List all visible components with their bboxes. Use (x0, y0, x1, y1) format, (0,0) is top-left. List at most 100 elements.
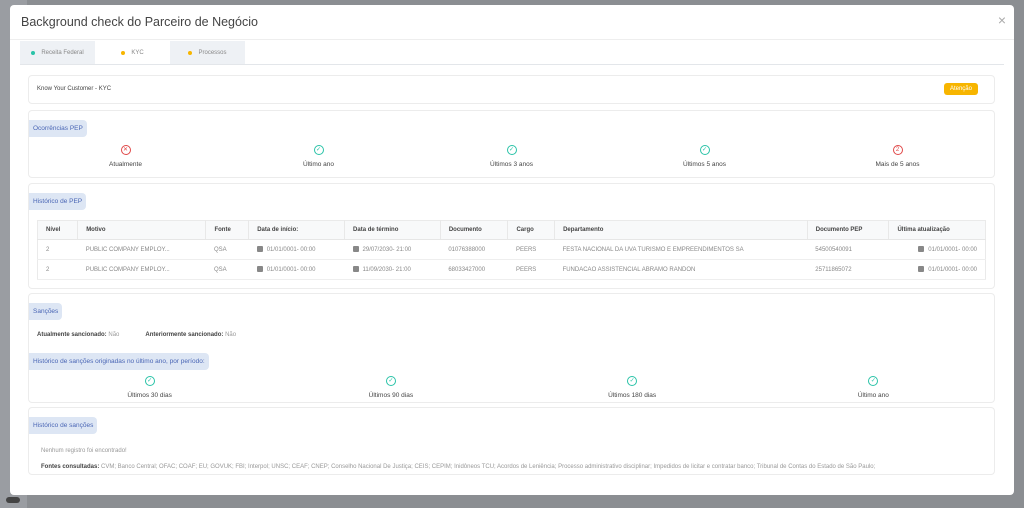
cell-text: QSA (213, 246, 227, 253)
check-circle-icon: ✓ (506, 145, 517, 155)
cell-text: 68033427000 (448, 266, 486, 273)
previous-sanctioned-value: Não (225, 332, 237, 338)
tab-2[interactable]: Processos (170, 41, 245, 64)
period-label: Últimos 5 anos (683, 161, 726, 168)
table-cell: 2 (37, 239, 78, 260)
current-sanctioned-value: Não (108, 332, 120, 338)
table-cell: 01076388000 (440, 239, 508, 260)
column-header: Última atualização (888, 220, 986, 240)
close-icon[interactable]: × (997, 12, 1006, 28)
table-cell: FUNDACAO ASSISTENCIAL ABRAMO RANDON (554, 259, 808, 280)
cell-text: PUBLIC COMPANY EMPLOY... (85, 246, 170, 253)
theme-toggle[interactable] (6, 497, 20, 503)
pep-period-item: ✕ Atualmente (51, 145, 201, 168)
column-header: Departamento (554, 220, 808, 240)
tab-1[interactable]: KYC (95, 41, 170, 64)
column-header: Data de término (344, 220, 441, 240)
table-cell: PEERS (507, 259, 555, 280)
period-label: Atualmente (109, 161, 142, 168)
table-cell: 01/01/0001- 00:00 (248, 239, 345, 260)
cell-text: PEERS (515, 266, 537, 273)
calendar-icon (256, 266, 263, 272)
table-cell: 54500540091 (807, 239, 889, 260)
check-circle-icon: ✓ (627, 376, 638, 386)
column-header: Cargo (507, 220, 555, 240)
current-sanctioned-label: Atualmente sancionado: (37, 332, 107, 338)
modal-title: Background check do Parceiro de Negócio (21, 15, 258, 29)
column-header: Documento (439, 220, 508, 240)
calendar-icon (352, 246, 359, 252)
tab-0[interactable]: Receita Federal (20, 41, 95, 64)
period-label: Último ano (857, 392, 889, 399)
cell-text: 25711865072 (815, 266, 852, 273)
table-cell: 2 (37, 259, 78, 280)
period-label: Mais de 5 anos (875, 161, 920, 168)
column-header: Nível (37, 220, 78, 240)
pep-period-item: ✓ Último ano (244, 145, 394, 168)
column-header: Motivo (77, 220, 206, 240)
status-dot-icon (188, 50, 193, 55)
calendar-icon (256, 246, 263, 252)
cell-text: 01/01/0001- 00:00 (928, 267, 977, 273)
status-dot-icon (121, 50, 126, 55)
section-title: Histórico de PEP (29, 193, 87, 210)
background-check-modal: Background check do Parceiro de Negócio … (10, 5, 1014, 495)
cell-text: 01/01/0001- 00:00 (266, 247, 316, 253)
count-circle-icon: 2 (892, 145, 903, 155)
column-header: Documento PEP (806, 220, 889, 240)
pep-occurrences-card: Ocorrências PEP ✕ Atualmente ✓ Último ano ✓ Ú… (28, 110, 995, 178)
cell-text: 01/01/0001- 00:00 (266, 267, 316, 273)
cell-text: 29/07/2030- 21:00 (362, 247, 412, 253)
section-title: Histórico de sanções originadas no últim… (29, 353, 209, 370)
sanction-period-item: ✓ Últimos 180 dias (557, 376, 707, 399)
tab-label: Processos (198, 49, 227, 56)
pep-history-card: Histórico de PEP Nível Motivo Fonte Data de… (28, 183, 995, 289)
check-circle-icon: ✓ (699, 145, 710, 155)
table-cell: 01/01/0001- 00:00 (888, 239, 986, 260)
table-cell: 25711865072 (807, 259, 889, 280)
period-label: Últimos 90 dias (368, 392, 414, 399)
sanction-period-item: ✓ Últimos 30 dias (75, 376, 225, 399)
check-circle-icon: ✓ (868, 376, 879, 386)
pep-period-item: 2 Mais de 5 anos (823, 145, 973, 168)
table-cell: QSA (205, 259, 249, 280)
cell-text: 01076388000 (448, 246, 486, 253)
cell-text: FUNDACAO ASSISTENCIAL ABRAMO RANDON (562, 266, 696, 273)
table-cell: PUBLIC COMPANY EMPLOY... (77, 259, 206, 280)
table-cell: 01/01/0001- 00:00 (888, 259, 986, 280)
table-cell: 01/01/0001- 00:00 (248, 259, 345, 280)
previous-sanctioned-label: Anteriormente sancionado: (145, 332, 224, 338)
section-title: Histórico de sanções (29, 417, 98, 434)
calendar-icon (918, 246, 925, 252)
cell-text: FESTA NACIONAL DA UVA TURISMO E EMPREEND… (562, 246, 744, 253)
cell-text: 11/09/2030- 21:00 (362, 267, 411, 273)
check-circle-icon: ✓ (144, 376, 155, 386)
table-cell: FESTA NACIONAL DA UVA TURISMO E EMPREEND… (554, 239, 808, 260)
sources-list: CVM; Banco Central; OFAC; COAF; EU; GOVU… (101, 464, 876, 470)
cell-text: 2 (46, 246, 50, 253)
sanctions-card: Sanções Atualmente sancionado: Não Anter… (28, 293, 995, 403)
cell-text: 2 (46, 266, 50, 273)
table-cell: PUBLIC COMPANY EMPLOY... (77, 239, 206, 260)
table-cell: PEERS (507, 239, 555, 260)
check-circle-icon: ✓ (385, 376, 396, 386)
period-label: Últimos 30 dias (127, 392, 172, 399)
column-header: Fonte (205, 220, 249, 240)
x-circle-icon: ✕ (120, 145, 131, 155)
tab-label: Receita Federal (41, 49, 84, 56)
empty-message: Nenhum registro foi encontrado! (41, 448, 127, 454)
table-row: 2 PUBLIC COMPANY EMPLOY... QSA 01/01/0001- … (37, 259, 986, 280)
pep-period-item: ✓ Últimos 3 anos (437, 145, 587, 168)
period-label: Últimos 3 anos (490, 161, 533, 168)
sanction-history-card: Histórico de sanções Nenhum registro foi… (28, 407, 995, 475)
cell-text: PEERS (515, 246, 537, 253)
sanction-period-item: ✓ Último ano (798, 376, 948, 399)
period-label: Último ano (302, 161, 335, 168)
tab-label: KYC (131, 49, 144, 56)
sources-label: Fontes consultadas: (41, 464, 100, 470)
table-row: 2 PUBLIC COMPANY EMPLOY... QSA 01/01/0001- … (37, 239, 986, 260)
cell-text: PUBLIC COMPANY EMPLOY... (85, 266, 170, 273)
calendar-icon (352, 266, 359, 272)
check-circle-icon: ✓ (313, 145, 324, 155)
sanction-period-item: ✓ Últimos 90 dias (316, 376, 466, 399)
